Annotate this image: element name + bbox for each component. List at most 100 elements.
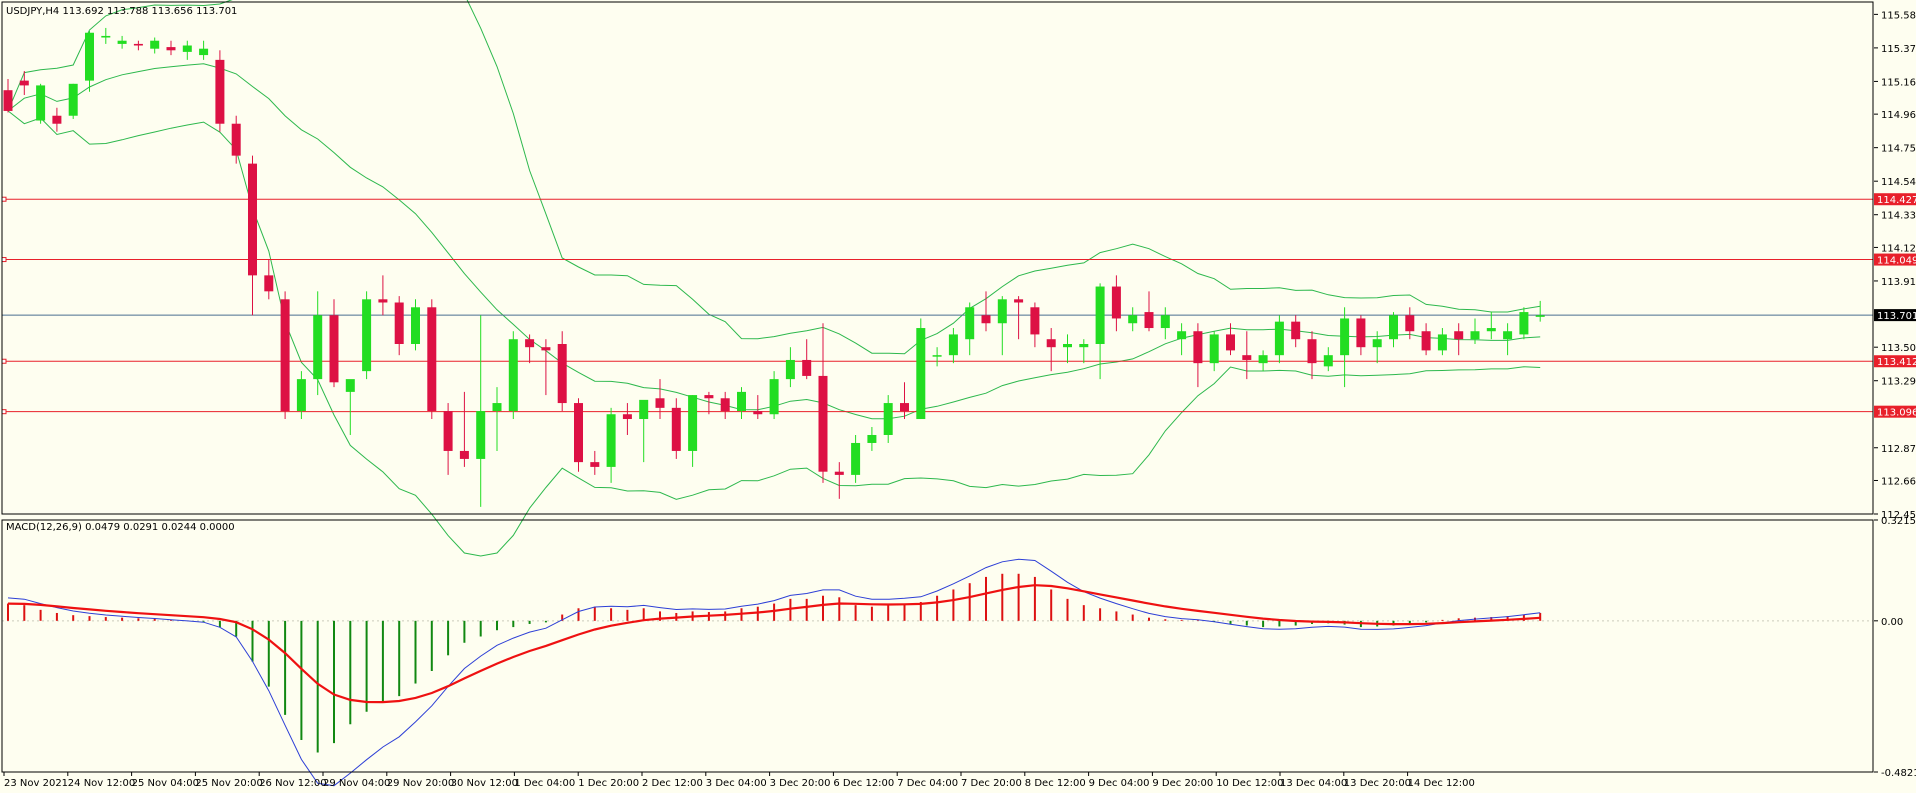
x-tick-label: 1 Dec 20:00 bbox=[578, 778, 639, 789]
x-tick-label: 25 Nov 20:00 bbox=[195, 778, 262, 789]
x-tick-label: 9 Dec 04:00 bbox=[1089, 778, 1150, 789]
y-tick-label: 114.125 bbox=[1881, 243, 1916, 254]
level-tag-label: 113.412 bbox=[1877, 357, 1916, 368]
candle-body bbox=[1144, 312, 1154, 329]
candle-body bbox=[1503, 331, 1513, 340]
candle-body bbox=[688, 395, 698, 451]
macd-y-tick-label: 0.00 bbox=[1881, 617, 1903, 628]
candle-body bbox=[883, 403, 893, 435]
candle-body bbox=[443, 411, 453, 451]
candle-body bbox=[1226, 334, 1235, 351]
x-tick-label: 13 Dec 04:00 bbox=[1280, 778, 1347, 789]
candle-body bbox=[52, 115, 62, 124]
candle-body bbox=[1030, 307, 1040, 335]
candle-body bbox=[671, 407, 681, 451]
y-tick-label: 114.750 bbox=[1881, 144, 1916, 155]
band-upper bbox=[7, 0, 1541, 355]
candle-body bbox=[1323, 355, 1333, 367]
level-anchor[interactable] bbox=[1, 196, 7, 202]
candle-body bbox=[329, 315, 339, 383]
x-tick-label: 26 Nov 12:00 bbox=[259, 778, 326, 789]
candle-body bbox=[264, 275, 274, 292]
candle-body bbox=[541, 347, 551, 351]
y-tick-label: 112.455 bbox=[1881, 510, 1916, 521]
macd-pane-frame bbox=[1, 519, 1874, 773]
macd-y-tick-label: 0.3215 bbox=[1881, 516, 1916, 527]
candle-body bbox=[916, 328, 926, 420]
candle-body bbox=[769, 379, 779, 415]
candle-body bbox=[36, 85, 46, 121]
candle-body bbox=[1193, 331, 1203, 364]
candle-body bbox=[965, 307, 975, 340]
candle-body bbox=[101, 35, 111, 38]
x-tick-label: 24 Nov 12:00 bbox=[68, 778, 135, 789]
candle-body bbox=[1470, 331, 1480, 340]
candle-body bbox=[606, 414, 616, 467]
level-tag bbox=[1874, 253, 1916, 266]
candle-body bbox=[1242, 355, 1252, 360]
x-tick-label: 3 Dec 20:00 bbox=[770, 778, 831, 789]
candle-body bbox=[1307, 339, 1317, 364]
level-anchor[interactable] bbox=[1, 358, 7, 364]
candle-body bbox=[231, 123, 241, 156]
x-tick-label: 23 Nov 2021 bbox=[4, 778, 68, 789]
candle-body bbox=[182, 45, 192, 52]
candle-body bbox=[3, 90, 13, 111]
y-tick-label: 115.165 bbox=[1881, 77, 1916, 88]
candle-body bbox=[68, 83, 78, 116]
y-tick-label: 114.960 bbox=[1881, 110, 1916, 121]
x-tick-label: 25 Nov 04:00 bbox=[132, 778, 199, 789]
candle-body bbox=[1209, 334, 1219, 364]
y-tick-label: 114.330 bbox=[1881, 211, 1916, 222]
candle-body bbox=[280, 299, 290, 412]
candle-body bbox=[639, 399, 649, 420]
candle-body bbox=[900, 403, 909, 412]
x-tick-label: 10 Dec 12:00 bbox=[1216, 778, 1283, 789]
x-tick-label: 14 Dec 12:00 bbox=[1408, 778, 1475, 789]
macd-y-tick-label: -0.4821 bbox=[1881, 768, 1916, 779]
candle-body bbox=[362, 299, 372, 372]
x-tick-label: 3 Dec 04:00 bbox=[706, 778, 767, 789]
candle-body bbox=[557, 344, 567, 404]
candle-body bbox=[1437, 334, 1447, 351]
candle-body bbox=[492, 403, 502, 412]
candle-body bbox=[932, 355, 942, 357]
candle-body bbox=[1111, 286, 1121, 319]
level-anchor[interactable] bbox=[1, 257, 7, 263]
candle-body bbox=[802, 359, 812, 376]
candle-body bbox=[818, 375, 828, 472]
candle-body bbox=[117, 40, 127, 44]
candle-body bbox=[590, 462, 600, 467]
candle-body bbox=[1405, 315, 1415, 332]
candle-body bbox=[1454, 331, 1464, 340]
candle-body bbox=[476, 411, 486, 459]
macd-header: MACD(12,26,9) 0.0479 0.0291 0.0244 0.000… bbox=[6, 522, 235, 533]
current-price-label: 113.701 bbox=[1877, 311, 1916, 322]
x-tick-label: 29 Nov 20:00 bbox=[387, 778, 454, 789]
candle-body bbox=[150, 40, 160, 49]
candle-body bbox=[997, 299, 1007, 324]
candle-body bbox=[1389, 315, 1398, 340]
x-tick-label: 29 Nov 04:00 bbox=[323, 778, 390, 789]
x-tick-label: 6 Dec 12:00 bbox=[833, 778, 894, 789]
x-tick-label: 7 Dec 04:00 bbox=[897, 778, 958, 789]
level-tag-label: 114.427 bbox=[1877, 195, 1916, 206]
y-tick-label: 113.500 bbox=[1881, 343, 1916, 354]
level-tag bbox=[1874, 193, 1916, 206]
candle-body bbox=[215, 59, 225, 124]
y-tick-label: 114.540 bbox=[1881, 177, 1916, 188]
candle-body bbox=[753, 411, 763, 415]
level-anchor[interactable] bbox=[1, 409, 7, 415]
candle-body bbox=[981, 315, 991, 324]
candle-body bbox=[1291, 321, 1301, 340]
candle-body bbox=[378, 299, 388, 303]
candle-body bbox=[655, 398, 665, 408]
candle-body bbox=[1128, 315, 1138, 324]
candle-body bbox=[1340, 318, 1350, 356]
candle-body bbox=[622, 414, 632, 420]
candle-body bbox=[248, 163, 257, 276]
macd-line bbox=[7, 558, 1541, 787]
candle-body bbox=[867, 434, 877, 443]
candle-body bbox=[574, 403, 583, 463]
